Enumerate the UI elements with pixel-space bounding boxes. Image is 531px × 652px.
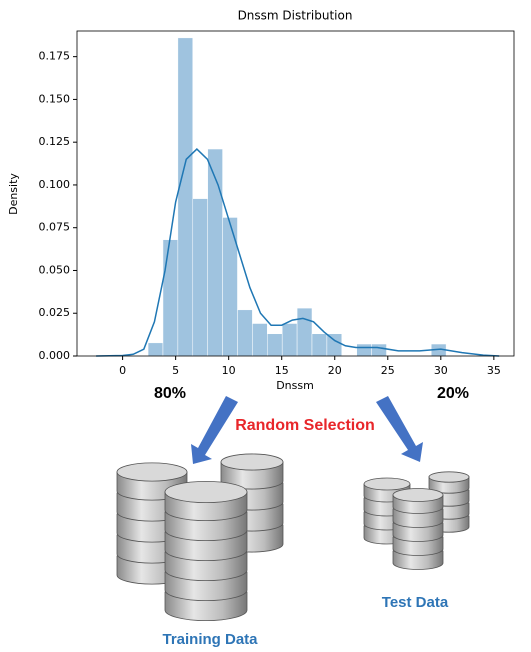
database (165, 481, 247, 620)
x-tick-label: 25 (381, 364, 395, 377)
bar (252, 324, 267, 357)
x-tick-label: 0 (119, 364, 126, 377)
train-label: Training Data (162, 631, 258, 648)
y-tick-label: 0.150 (39, 92, 71, 105)
disk-top (221, 454, 283, 470)
test-share: 20% (437, 385, 469, 402)
arrow (191, 396, 238, 464)
y-tick-label: 0.050 (39, 263, 71, 276)
bar (193, 199, 208, 356)
test-label: Test Data (382, 594, 449, 611)
database (393, 489, 443, 570)
disk-top (364, 478, 410, 490)
bar (208, 149, 223, 356)
chart-title: Dnssm Distribution (238, 9, 353, 23)
y-tick-label: 0.075 (39, 221, 71, 234)
bar (312, 334, 327, 356)
arrow (376, 396, 423, 462)
disk-top (117, 463, 187, 481)
plot: 0.000 0.025 0.050 0.075 0.100 0.125 0.150 0.175… (39, 31, 515, 377)
x-axis-label: Dnssm (276, 379, 314, 392)
y-tick-label: 0.000 (39, 349, 71, 362)
train-share: 80% (154, 385, 186, 402)
y-tick-label: 0.100 (39, 178, 71, 191)
x-tick-label: 15 (275, 364, 289, 377)
x-tick-label: 35 (487, 364, 501, 377)
y-axis-label: Density (7, 173, 20, 215)
bar (327, 334, 342, 356)
x-tick-label: 5 (172, 364, 179, 377)
y-tick-label: 0.175 (39, 50, 71, 63)
disk-top (393, 489, 443, 502)
x-tick-label: 20 (328, 364, 342, 377)
bar (267, 334, 282, 356)
bar (237, 310, 252, 356)
bar (297, 308, 312, 356)
y-tick-label: 0.125 (39, 135, 71, 148)
method-label: Random Selection (235, 417, 375, 434)
bar (163, 240, 178, 356)
bar (282, 324, 297, 357)
bar (372, 344, 387, 356)
disk-top (429, 472, 469, 482)
y-tick-label: 0.025 (39, 306, 71, 319)
bar (178, 38, 193, 356)
disk-top (165, 481, 247, 502)
plot-frame (77, 31, 514, 356)
bar (357, 344, 372, 356)
figure: Dnssm Distribution Dnssm Density 0.0000.… (0, 0, 531, 652)
bar (148, 343, 163, 356)
x-tick-label: 10 (222, 364, 236, 377)
x-tick-label: 30 (434, 364, 448, 377)
